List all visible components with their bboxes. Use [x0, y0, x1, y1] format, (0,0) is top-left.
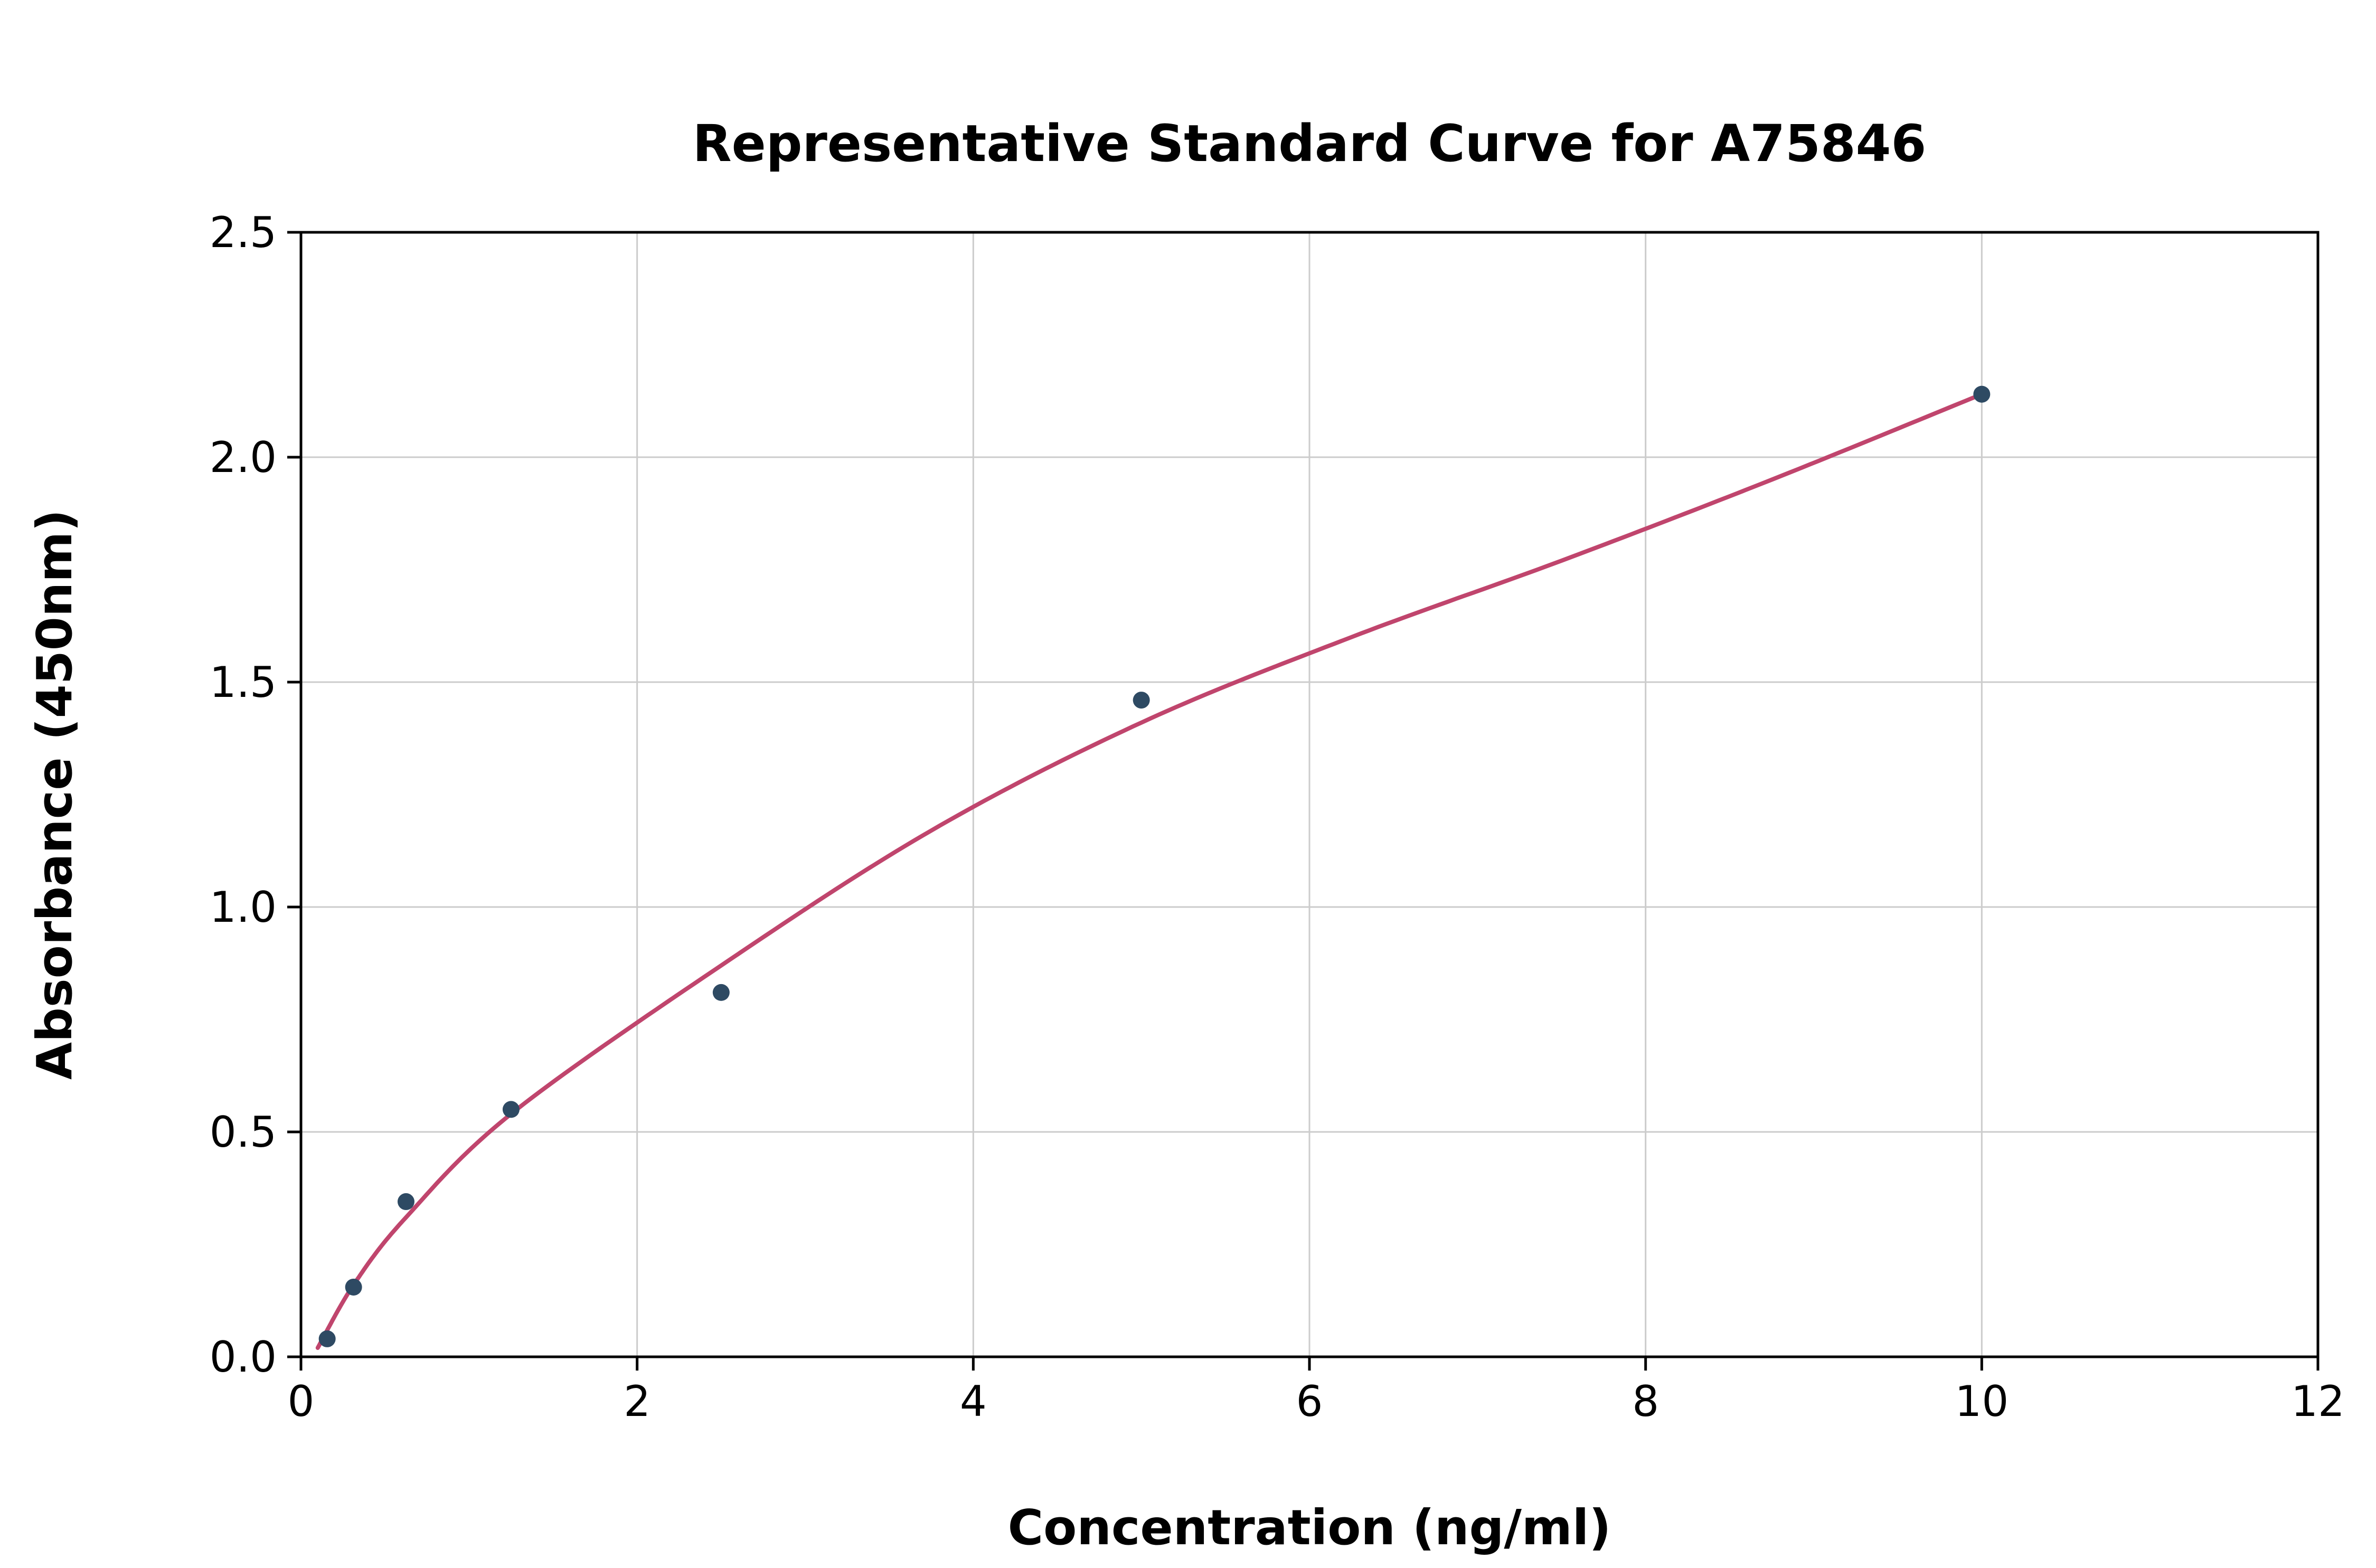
y-tick-label: 2.0	[210, 433, 277, 482]
y-tick-label: 1.5	[210, 658, 277, 707]
x-tick-label: 2	[624, 1377, 650, 1426]
x-tick-label: 6	[1296, 1377, 1323, 1426]
axis-ticks: 0 2 4 6 8 10 12 0.0 0.5 1.0 1.5 2.0 2.5	[210, 208, 2345, 1426]
y-axis-label: Absorbance (450nm)	[26, 509, 83, 1080]
x-tick-label: 12	[2291, 1377, 2345, 1426]
y-tick-label: 0.0	[210, 1333, 277, 1382]
fit-curve	[315, 392, 1984, 1350]
data-points	[318, 385, 1991, 1347]
x-tick-label: 4	[960, 1377, 987, 1426]
y-tick-label: 0.5	[210, 1108, 277, 1157]
y-tick-label: 2.5	[210, 208, 277, 257]
x-axis-label: Concentration (ng/ml)	[1008, 1499, 1611, 1556]
chart-title: Representative Standard Curve for A75846	[693, 114, 1927, 173]
y-tick-label: 1.0	[210, 883, 277, 932]
x-tick-label: 8	[1632, 1377, 1659, 1426]
grid-lines	[301, 232, 2318, 1357]
x-tick-label: 0	[288, 1377, 315, 1426]
x-tick-label: 10	[1955, 1377, 2009, 1426]
